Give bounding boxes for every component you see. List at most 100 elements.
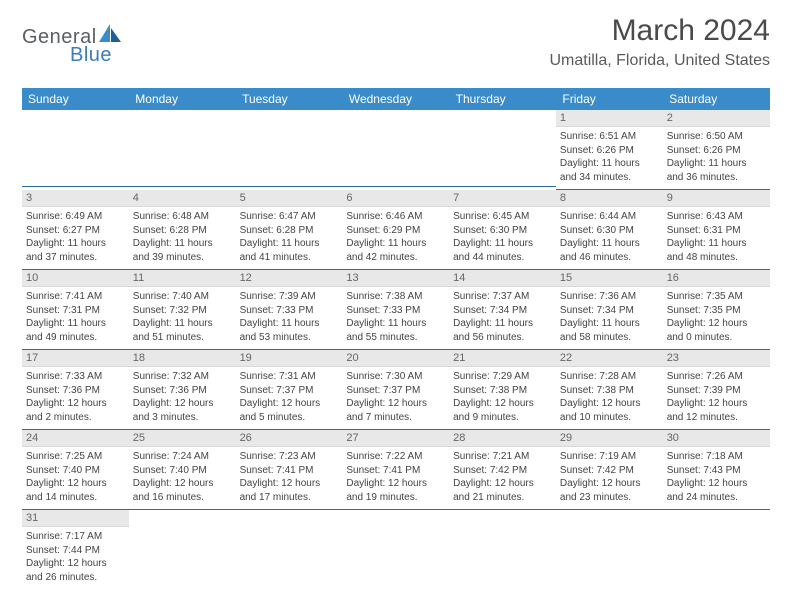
day-number: 18 xyxy=(129,350,236,367)
day-number: 24 xyxy=(22,430,129,447)
daylight-line: Daylight: 12 hours and 12 minutes. xyxy=(667,397,766,424)
sunset-line: Sunset: 7:35 PM xyxy=(667,304,766,318)
calendar-row: 1Sunrise: 6:51 AMSunset: 6:26 PMDaylight… xyxy=(22,110,770,190)
daylight-line: Daylight: 11 hours and 46 minutes. xyxy=(560,237,659,264)
day-details: Sunrise: 6:51 AMSunset: 6:26 PMDaylight:… xyxy=(556,127,663,190)
calendar-day: 25Sunrise: 7:24 AMSunset: 7:40 PMDayligh… xyxy=(129,430,236,510)
daylight-line: Daylight: 12 hours and 0 minutes. xyxy=(667,317,766,344)
daylight-line: Daylight: 11 hours and 39 minutes. xyxy=(133,237,232,264)
day-details: Sunrise: 6:45 AMSunset: 6:30 PMDaylight:… xyxy=(449,207,556,270)
daylight-line: Daylight: 11 hours and 56 minutes. xyxy=(453,317,552,344)
sunset-line: Sunset: 7:36 PM xyxy=(133,384,232,398)
sunset-line: Sunset: 7:33 PM xyxy=(346,304,445,318)
daylight-line: Daylight: 11 hours and 37 minutes. xyxy=(26,237,125,264)
day-number: 13 xyxy=(342,270,449,287)
sunrise-line: Sunrise: 7:22 AM xyxy=(346,450,445,464)
sunset-line: Sunset: 7:32 PM xyxy=(133,304,232,318)
sunrise-line: Sunrise: 7:19 AM xyxy=(560,450,659,464)
calendar-row: 3Sunrise: 6:49 AMSunset: 6:27 PMDaylight… xyxy=(22,190,770,270)
day-number: 17 xyxy=(22,350,129,367)
calendar-day: 16Sunrise: 7:35 AMSunset: 7:35 PMDayligh… xyxy=(663,270,770,350)
daylight-line: Daylight: 12 hours and 24 minutes. xyxy=(667,477,766,504)
day-details: Sunrise: 7:22 AMSunset: 7:41 PMDaylight:… xyxy=(342,447,449,510)
sunset-line: Sunset: 7:34 PM xyxy=(453,304,552,318)
calendar-day: 8Sunrise: 6:44 AMSunset: 6:30 PMDaylight… xyxy=(556,190,663,270)
day-number: 15 xyxy=(556,270,663,287)
calendar-empty xyxy=(342,110,449,190)
sunrise-line: Sunrise: 6:45 AM xyxy=(453,210,552,224)
calendar-day: 7Sunrise: 6:45 AMSunset: 6:30 PMDaylight… xyxy=(449,190,556,270)
calendar-empty xyxy=(449,110,556,190)
day-details: Sunrise: 6:50 AMSunset: 6:26 PMDaylight:… xyxy=(663,127,770,190)
calendar-empty xyxy=(342,510,449,590)
sunrise-line: Sunrise: 6:50 AM xyxy=(667,130,766,144)
day-number: 5 xyxy=(236,190,343,207)
weekday-header: Monday xyxy=(129,88,236,110)
daylight-line: Daylight: 12 hours and 5 minutes. xyxy=(240,397,339,424)
sunset-line: Sunset: 6:29 PM xyxy=(346,224,445,238)
calendar-day: 24Sunrise: 7:25 AMSunset: 7:40 PMDayligh… xyxy=(22,430,129,510)
calendar-empty xyxy=(449,510,556,590)
weekday-header: Saturday xyxy=(663,88,770,110)
daylight-line: Daylight: 12 hours and 3 minutes. xyxy=(133,397,232,424)
calendar-day: 15 Sunrise: 7:36 AMSunset: 7:34 PMDayligh… xyxy=(556,270,663,350)
daylight-line: Daylight: 11 hours and 51 minutes. xyxy=(133,317,232,344)
day-details: Sunrise: 6:47 AMSunset: 6:28 PMDaylight:… xyxy=(236,207,343,270)
day-details: Sunrise: 6:48 AMSunset: 6:28 PMDaylight:… xyxy=(129,207,236,270)
calendar-day: 31Sunrise: 7:17 AMSunset: 7:44 PMDayligh… xyxy=(22,510,129,590)
day-number: 21 xyxy=(449,350,556,367)
day-details: Sunrise: 7:32 AMSunset: 7:36 PMDaylight:… xyxy=(129,367,236,430)
daylight-line: Daylight: 12 hours and 23 minutes. xyxy=(560,477,659,504)
daylight-line: Daylight: 11 hours and 58 minutes. xyxy=(560,317,659,344)
calendar-row: 17Sunrise: 7:33 AMSunset: 7:36 PMDayligh… xyxy=(22,350,770,430)
calendar-day: 6Sunrise: 6:46 AMSunset: 6:29 PMDaylight… xyxy=(342,190,449,270)
calendar-row: 24Sunrise: 7:25 AMSunset: 7:40 PMDayligh… xyxy=(22,430,770,510)
sunrise-line: Sunrise: 7:28 AM xyxy=(560,370,659,384)
weekday-header: Wednesday xyxy=(342,88,449,110)
sunset-line: Sunset: 7:34 PM xyxy=(560,304,659,318)
calendar-day: 27Sunrise: 7:22 AMSunset: 7:41 PMDayligh… xyxy=(342,430,449,510)
sunrise-line: Sunrise: 7:29 AM xyxy=(453,370,552,384)
day-number: 8 xyxy=(556,190,663,207)
day-details: Sunrise: 7:25 AMSunset: 7:40 PMDaylight:… xyxy=(22,447,129,510)
calendar-day: 26Sunrise: 7:23 AMSunset: 7:41 PMDayligh… xyxy=(236,430,343,510)
sunset-line: Sunset: 7:44 PM xyxy=(26,544,125,558)
sunset-line: Sunset: 7:37 PM xyxy=(346,384,445,398)
daylight-line: Daylight: 11 hours and 55 minutes. xyxy=(346,317,445,344)
sunset-line: Sunset: 7:40 PM xyxy=(133,464,232,478)
calendar-day: 21Sunrise: 7:29 AMSunset: 7:38 PMDayligh… xyxy=(449,350,556,430)
daylight-line: Daylight: 11 hours and 53 minutes. xyxy=(240,317,339,344)
daylight-line: Daylight: 11 hours and 48 minutes. xyxy=(667,237,766,264)
day-number: 16 xyxy=(663,270,770,287)
header: General Blue March 2024 Umatilla, Florid… xyxy=(0,0,792,84)
day-number: 4 xyxy=(129,190,236,207)
sunset-line: Sunset: 6:26 PM xyxy=(667,144,766,158)
sunrise-line: Sunrise: 7:26 AM xyxy=(667,370,766,384)
day-number: 14 xyxy=(449,270,556,287)
day-details: Sunrise: 7:17 AMSunset: 7:44 PMDaylight:… xyxy=(22,527,129,590)
day-details: Sunrise: 6:49 AMSunset: 6:27 PMDaylight:… xyxy=(22,207,129,270)
day-details: Sunrise: 7:39 AMSunset: 7:33 PMDaylight:… xyxy=(236,287,343,350)
sunrise-line: Sunrise: 6:48 AM xyxy=(133,210,232,224)
sunrise-line: Sunrise: 6:46 AM xyxy=(346,210,445,224)
day-details: Sunrise: 7:31 AMSunset: 7:37 PMDaylight:… xyxy=(236,367,343,430)
day-number: 31 xyxy=(22,510,129,527)
day-details: Sunrise: 6:44 AMSunset: 6:30 PMDaylight:… xyxy=(556,207,663,270)
calendar-empty xyxy=(22,110,129,190)
weekday-header: Thursday xyxy=(449,88,556,110)
calendar-day: 28Sunrise: 7:21 AMSunset: 7:42 PMDayligh… xyxy=(449,430,556,510)
calendar-day: 23Sunrise: 7:26 AMSunset: 7:39 PMDayligh… xyxy=(663,350,770,430)
brand-part2: Blue xyxy=(70,44,112,66)
sunrise-line: Sunrise: 6:49 AM xyxy=(26,210,125,224)
day-number: 28 xyxy=(449,430,556,447)
daylight-line: Daylight: 12 hours and 14 minutes. xyxy=(26,477,125,504)
daylight-line: Daylight: 11 hours and 49 minutes. xyxy=(26,317,125,344)
day-details: Sunrise: 7:23 AMSunset: 7:41 PMDaylight:… xyxy=(236,447,343,510)
day-number: 1 xyxy=(556,110,663,127)
weekday-header: Sunday xyxy=(22,88,129,110)
sunrise-line: Sunrise: 7:36 AM xyxy=(560,290,659,304)
calendar-day: 2Sunrise: 6:50 AMSunset: 6:26 PMDaylight… xyxy=(663,110,770,190)
daylight-line: Daylight: 12 hours and 9 minutes. xyxy=(453,397,552,424)
sunrise-line: Sunrise: 7:25 AM xyxy=(26,450,125,464)
day-number: 29 xyxy=(556,430,663,447)
